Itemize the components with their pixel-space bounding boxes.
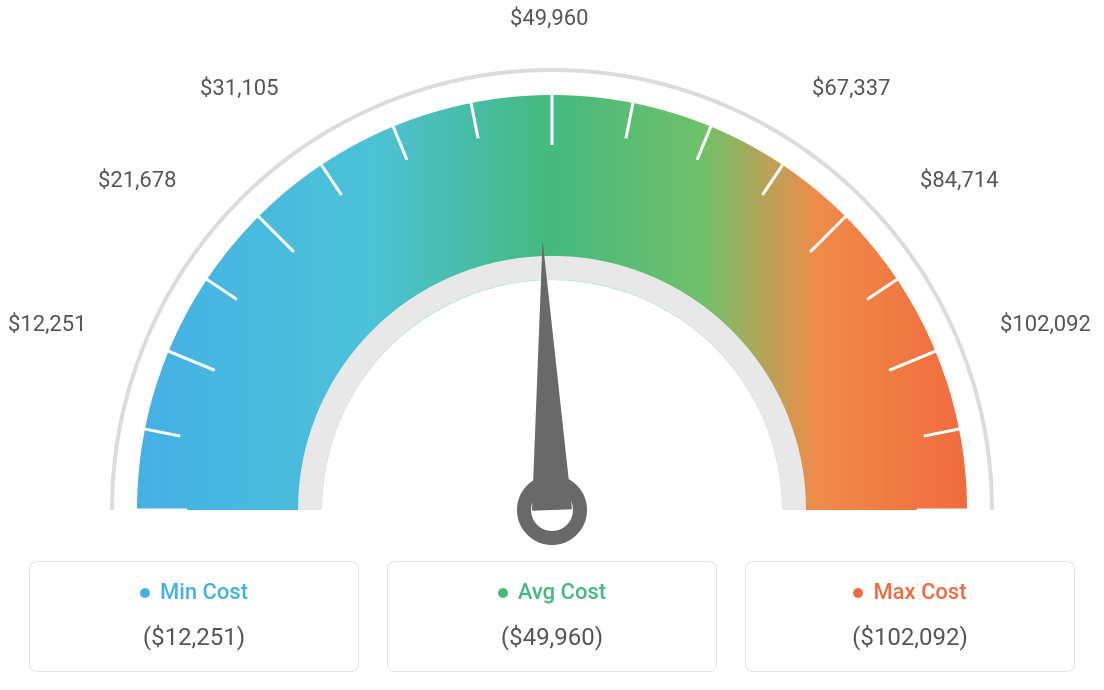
min-cost-label: Min Cost [160, 580, 248, 605]
gauge-tick-label: $31,105 [200, 76, 279, 101]
avg-cost-title: Avg Cost [498, 580, 606, 605]
dot-icon [498, 588, 508, 598]
max-cost-title: Max Cost [853, 580, 966, 605]
gauge-tick-label: $102,092 [1000, 312, 1091, 337]
avg-cost-label: Avg Cost [518, 580, 606, 605]
max-cost-value: ($102,092) [756, 623, 1064, 651]
min-cost-value: ($12,251) [40, 623, 348, 651]
dot-icon [853, 588, 863, 598]
gauge-tick-label: $12,251 [8, 312, 87, 337]
gauge-tick-label: $49,960 [510, 6, 589, 31]
legend-row: Min Cost ($12,251) Avg Cost ($49,960) Ma… [0, 561, 1104, 672]
avg-cost-value: ($49,960) [398, 623, 706, 651]
max-cost-card: Max Cost ($102,092) [745, 561, 1075, 672]
gauge-svg [0, 20, 1104, 560]
gauge-tick-label: $84,714 [920, 168, 999, 193]
gauge-tick-label: $67,337 [812, 76, 891, 101]
max-cost-label: Max Cost [873, 580, 966, 605]
avg-cost-card: Avg Cost ($49,960) [387, 561, 717, 672]
dot-icon [140, 588, 150, 598]
min-cost-card: Min Cost ($12,251) [29, 561, 359, 672]
gauge-chart: $12,251 $21,678 $31,105 $49,960 $67,337 $84,7… [0, 0, 1104, 540]
min-cost-title: Min Cost [140, 580, 248, 605]
gauge-tick-label: $21,678 [98, 168, 177, 193]
